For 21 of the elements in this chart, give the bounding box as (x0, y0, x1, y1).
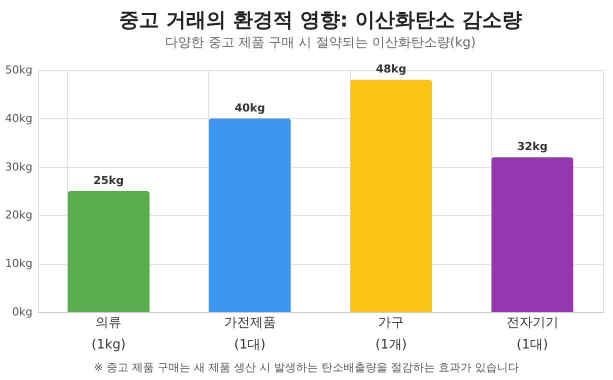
x-tick-label: 전자기기 (1대) (506, 316, 558, 352)
y-tick-label: 50kg (5, 64, 32, 76)
chart-subtitle: 다양한 중고 제품 구매 시 절약되는 이산화탄소량(kg) (165, 36, 476, 51)
data-label: 32kg (517, 140, 548, 154)
y-tick-label: 30kg (5, 160, 32, 174)
text: ※ 중고 제품 구매는 새 제품 생산 시 발생하는 탄소배출량을 절감하는 효과가 있습니다 (92, 360, 520, 375)
chart-title: 중고 거래의 환경적 영향: 이산화탄소 감소량 (119, 8, 522, 32)
y-tick-label: 10kg (5, 257, 32, 270)
bar (208, 118, 291, 312)
x-tick-label: 의류 (1kg) (92, 316, 126, 352)
x-tick-label: 가구 (1개) (375, 316, 407, 352)
bar (68, 191, 150, 312)
bar (350, 80, 432, 312)
x-tick-label: 가전제품 (1대) (224, 316, 276, 352)
data-label: 25kg (93, 174, 124, 187)
data-label: 48kg (376, 62, 406, 76)
y-tick-label: 20kg (5, 208, 32, 222)
data-label: 40kg (234, 101, 266, 114)
y-tick-label: 0kg (12, 306, 32, 318)
y-tick-label: 40kg (5, 112, 32, 125)
bar (491, 157, 574, 312)
